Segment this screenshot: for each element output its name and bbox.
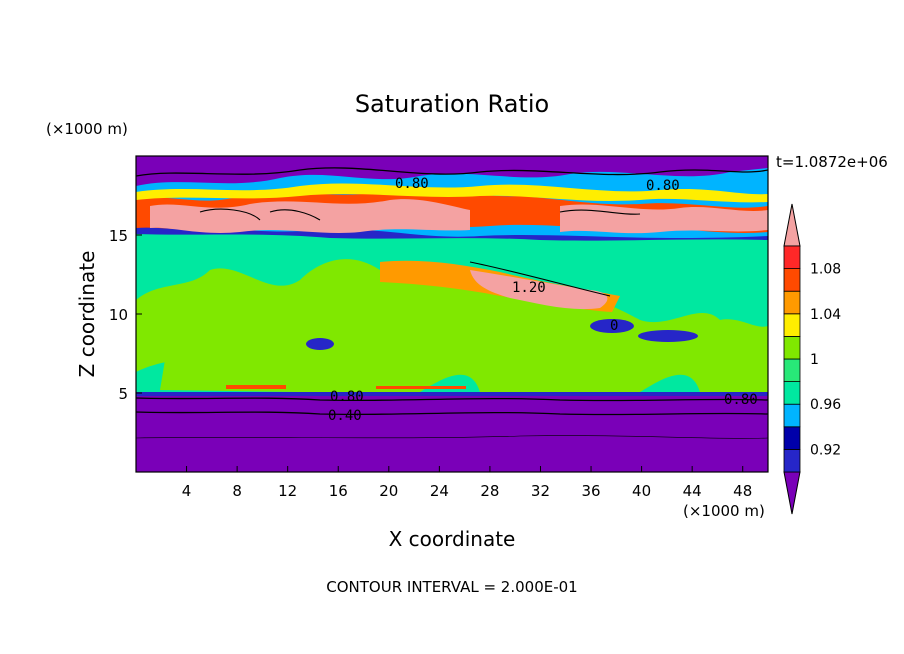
colorbar-segment <box>783 448 801 473</box>
dry-spot-far-right <box>638 330 698 342</box>
x-tick-label: 16 <box>329 482 348 500</box>
x-unit-label: (×1000 m) <box>683 502 765 520</box>
surface-cyan-line <box>136 392 768 396</box>
elevated-pink-layer <box>470 270 608 310</box>
contour-lower-040 <box>136 411 768 416</box>
contour-label: 0.80 <box>330 389 364 405</box>
colorbar-label: 0.92 <box>810 442 841 458</box>
contour-label: 0.80 <box>646 178 680 194</box>
z-tick-label: 5 <box>118 385 128 403</box>
colorbar-segment <box>783 335 801 360</box>
colorbar-segment <box>783 403 801 428</box>
colorbar: 0.92 0.96 1 1.04 1.08 <box>783 203 841 515</box>
dry-spot-left <box>306 338 334 350</box>
dry-spot-right <box>590 319 634 333</box>
x-tick-label: 44 <box>683 482 702 500</box>
colorbar-label: 1.08 <box>810 262 841 278</box>
upper-cloud-core <box>150 199 470 233</box>
x-axis-label: X coordinate <box>389 527 516 551</box>
x-tick-label: 36 <box>581 482 600 500</box>
colorbar-segment <box>783 358 801 383</box>
contour-label: 0.80 <box>724 392 758 408</box>
x-tick-label: 20 <box>379 482 398 500</box>
lower-dry-layer <box>136 396 768 472</box>
x-tick-label: 40 <box>632 482 651 500</box>
upper-yellow-fringe <box>136 183 768 203</box>
z-unit-label: (×1000 m) <box>46 120 128 138</box>
colorbar-segment <box>783 313 801 337</box>
colorbar-segment <box>783 381 801 405</box>
colorbar-label: 1.04 <box>810 307 841 323</box>
x-tick-label: 28 <box>480 482 499 500</box>
x-tick-label: 4 <box>182 482 192 500</box>
colorbar-top-arrow <box>783 203 801 247</box>
contour-interval-note: CONTOUR INTERVAL = 2.000E-01 <box>326 578 577 596</box>
chart-title: Saturation Ratio <box>355 90 549 118</box>
x-axis: 4 8 12 16 20 24 28 32 36 40 44 48 <box>182 466 752 500</box>
x-tick-label: 48 <box>733 482 752 500</box>
surface-orange-strip <box>226 385 286 389</box>
colorbar-bottom-arrow <box>783 471 801 515</box>
contour-label: 0.80 <box>395 176 429 192</box>
colorbar-label: 0.96 <box>810 397 841 413</box>
surface-orange-strip-2 <box>376 386 466 389</box>
contour-mid-upper <box>199 208 641 297</box>
contour-lower-thin <box>136 435 768 439</box>
colorbar-segment <box>783 290 801 315</box>
lime-column-left <box>160 290 300 392</box>
contour-lower-080 <box>136 397 768 402</box>
colorbar-label: 1 <box>810 352 819 368</box>
x-tick-label: 32 <box>531 482 550 500</box>
contour-label: 0 <box>610 318 618 334</box>
contour-upper <box>136 167 768 177</box>
z-axis: 5 10 15 <box>109 227 142 403</box>
lime-region <box>136 259 768 392</box>
colorbar-segment <box>783 426 801 450</box>
z-tick-label: 10 <box>109 306 128 324</box>
contour-label: 0.40 <box>328 408 362 424</box>
x-tick-label: 12 <box>278 482 297 500</box>
colorbar-segment <box>783 268 801 292</box>
z-axis-label: Z coordinate <box>75 251 99 378</box>
z-tick-label: 15 <box>109 227 128 245</box>
contour-label: 1.20 <box>512 280 546 296</box>
x-tick-label: 8 <box>232 482 242 500</box>
x-tick-label: 24 <box>430 482 449 500</box>
upper-cloud-core-right <box>560 204 768 234</box>
plot-area <box>136 156 768 472</box>
time-label: t=1.0872e+06 <box>776 153 888 171</box>
colorbar-segment <box>783 245 801 270</box>
contour-labels: 0.80 0.80 0.80 0.80 0.40 1.20 0 <box>328 176 758 424</box>
